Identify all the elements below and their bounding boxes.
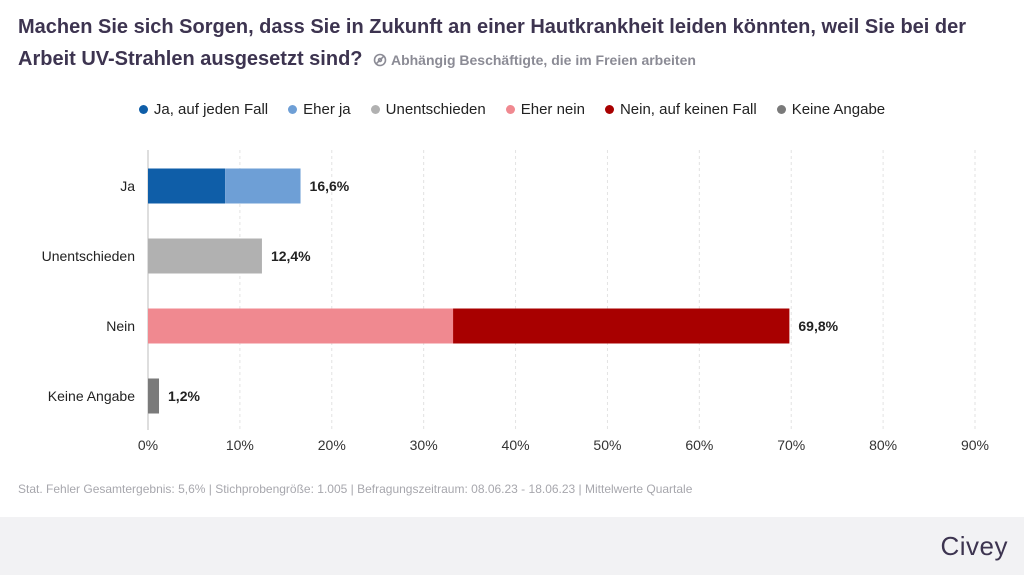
x-tick-label: 70% — [777, 437, 805, 453]
chart-title: Machen Sie sich Sorgen, dass Sie in Zuku… — [18, 16, 967, 70]
category-label: Keine Angabe — [48, 388, 135, 404]
legend-label: Unentschieden — [385, 101, 486, 118]
brand-logo: Civey — [940, 531, 1008, 561]
category-label: Nein — [106, 318, 135, 334]
x-tick-label: 20% — [318, 437, 346, 453]
legend-swatch — [370, 105, 380, 114]
subtitle: Abhängig Beschäftigte, die im Freien arb… — [373, 52, 696, 68]
legend-item: Eher ja — [288, 101, 351, 118]
x-tick-label: 0% — [138, 437, 158, 453]
bar-segment — [148, 378, 160, 414]
legend-swatch — [505, 105, 515, 114]
bar-segment — [225, 168, 301, 204]
chart-legend: Ja, auf jeden Fall Eher ja Unentschieden Eh… — [0, 101, 1024, 118]
legend-swatch — [288, 105, 298, 114]
legend-swatch — [604, 105, 614, 114]
legend-item: Eher nein — [505, 101, 585, 118]
bar-segment — [148, 308, 454, 344]
legend-label: Eher ja — [303, 101, 351, 118]
legend-label: Eher nein — [520, 101, 585, 118]
category-label: Unentschieden — [42, 248, 135, 264]
x-tick-label: 90% — [961, 437, 989, 453]
x-tick-label: 40% — [502, 437, 530, 453]
legend-item: Ja, auf jeden Fall — [138, 101, 269, 118]
title-block: Machen Sie sich Sorgen, dass Sie in Zuku… — [18, 12, 1008, 76]
legend-label: Nein, auf keinen Fall — [619, 101, 757, 118]
bar-segment — [453, 308, 790, 344]
subtitle-text: Abhängig Beschäftigte, die im Freien arb… — [390, 52, 696, 68]
filter-icon — [373, 53, 387, 67]
x-tick-label: 10% — [226, 437, 254, 453]
bar-segment — [148, 238, 262, 274]
legend-swatch — [138, 105, 148, 114]
data-label: 16,6% — [310, 178, 350, 194]
legend-item: Unentschieden — [370, 101, 486, 118]
bar-chart: 0% 10% 20% 30% 40% 50% 60% 70% 80% 90% Ja 16,6% Unen… — [42, 150, 989, 453]
footnote: Stat. Fehler Gesamtergebnis: 5,6% | Stic… — [18, 482, 693, 496]
bar-segment — [148, 168, 226, 204]
legend-label: Keine Angabe — [791, 101, 886, 118]
footer-band: Civey — [0, 517, 1024, 575]
x-tick-label: 50% — [593, 437, 621, 453]
legend-swatch — [776, 105, 786, 114]
x-tick-label: 80% — [869, 437, 897, 453]
legend-item: Nein, auf keinen Fall — [604, 101, 757, 118]
data-label: 12,4% — [271, 248, 311, 264]
category-label: Ja — [120, 178, 135, 194]
data-label: 69,8% — [798, 318, 838, 334]
x-tick-label: 60% — [685, 437, 713, 453]
legend-label: Ja, auf jeden Fall — [153, 101, 269, 118]
data-label: 1,2% — [168, 388, 200, 404]
legend-item: Keine Angabe — [776, 101, 886, 118]
x-tick-label: 30% — [410, 437, 438, 453]
